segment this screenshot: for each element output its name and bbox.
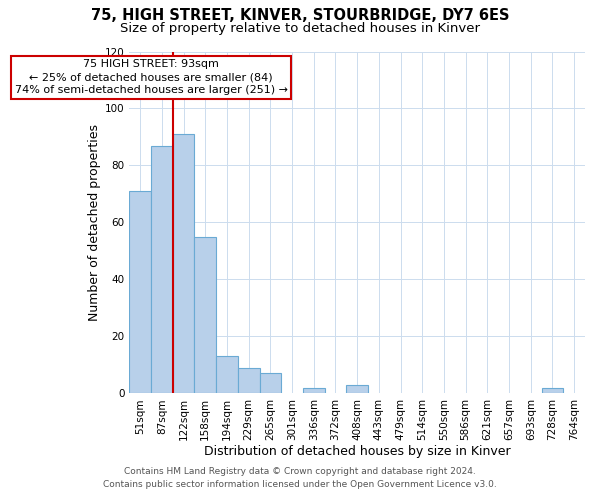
- Bar: [130, 191, 151, 394]
- X-axis label: Distribution of detached houses by size in Kinver: Distribution of detached houses by size …: [204, 444, 511, 458]
- Bar: [194, 236, 216, 394]
- Text: Contains HM Land Registry data © Crown copyright and database right 2024.
Contai: Contains HM Land Registry data © Crown c…: [103, 468, 497, 489]
- Bar: [173, 134, 194, 394]
- Text: 75 HIGH STREET: 93sqm
← 25% of detached houses are smaller (84)
74% of semi-deta: 75 HIGH STREET: 93sqm ← 25% of detached …: [14, 59, 287, 96]
- Bar: [151, 146, 173, 394]
- Text: Size of property relative to detached houses in Kinver: Size of property relative to detached ho…: [120, 22, 480, 35]
- Bar: [542, 388, 563, 394]
- Bar: [238, 368, 260, 394]
- Bar: [216, 356, 238, 394]
- Bar: [303, 388, 325, 394]
- Bar: [260, 374, 281, 394]
- Bar: [346, 385, 368, 394]
- Y-axis label: Number of detached properties: Number of detached properties: [88, 124, 101, 321]
- Text: 75, HIGH STREET, KINVER, STOURBRIDGE, DY7 6ES: 75, HIGH STREET, KINVER, STOURBRIDGE, DY…: [91, 8, 509, 22]
